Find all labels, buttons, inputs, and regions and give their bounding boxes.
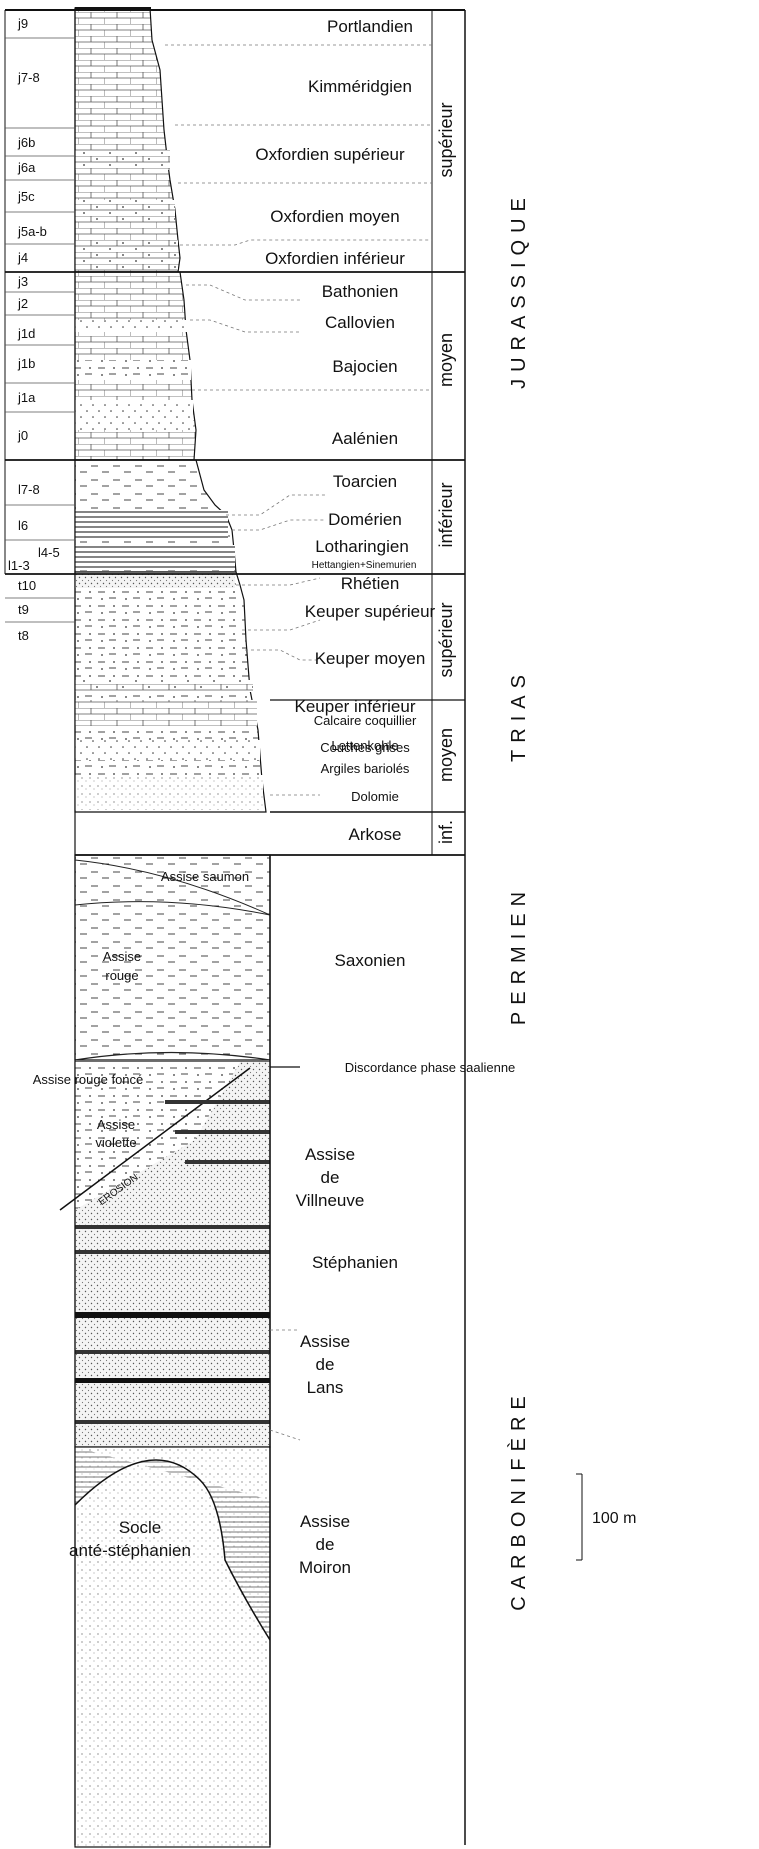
code-j5c: j5c <box>17 189 35 204</box>
label-carbonifere: CARBONIFÈRE <box>507 1389 530 1610</box>
label-oxfordien-inf: Oxfordien inférieur <box>265 249 405 268</box>
label-hettangien: Hettangien+Sinemurien <box>312 560 417 571</box>
stage-labels: Portlandien Kimméridgien Oxfordien supér… <box>255 17 515 1272</box>
rock-column-carbonifere <box>60 1062 270 1847</box>
rock-column-jurassic <box>75 8 196 460</box>
label-socle-2: anté-stéphanien <box>69 1541 191 1560</box>
code-j0: j0 <box>17 428 28 443</box>
label-jurassique-superieur: supérieur <box>436 102 456 177</box>
label-couches-grises: Couches grises <box>320 740 410 755</box>
label-assise-rouge-fonce: Assise rouge foncé <box>33 1072 144 1087</box>
label-domerien: Domérien <box>328 510 402 529</box>
label-oxfordien-moy: Oxfordien moyen <box>270 207 399 226</box>
label-villneuve-1: Assise <box>305 1145 355 1164</box>
code-j6b: j6b <box>17 135 35 150</box>
scale-label: 100 m <box>592 1510 636 1527</box>
rock-column-trias <box>75 572 266 812</box>
code-t8: t8 <box>18 628 29 643</box>
label-saxonien: Saxonien <box>335 951 406 970</box>
code-j3: j3 <box>17 274 28 289</box>
label-bathonien: Bathonien <box>322 282 399 301</box>
label-dolomie: Dolomie <box>351 789 399 804</box>
label-lans-1: Assise <box>300 1332 350 1351</box>
code-j2: j2 <box>17 296 28 311</box>
code-j9: j9 <box>17 16 28 31</box>
label-discordance: Discordance phase saalienne <box>345 1060 516 1075</box>
label-callovien: Callovien <box>325 313 395 332</box>
code-j5a-b: j5a-b <box>17 224 47 239</box>
label-bajocien: Bajocien <box>332 357 397 376</box>
label-argiles: Argiles bariolés <box>321 761 410 776</box>
label-assise-rouge-2: rouge <box>105 968 138 983</box>
code-l1-3: l1-3 <box>8 558 30 573</box>
label-oxfordien-sup: Oxfordien supérieur <box>255 145 405 164</box>
label-villneuve-3: Villneuve <box>296 1191 365 1210</box>
label-rhetien: Rhétien <box>341 574 400 593</box>
label-trias-superieur: supérieur <box>436 602 456 677</box>
label-lotharingien: Lotharingien <box>315 537 409 556</box>
code-t9: t9 <box>18 602 29 617</box>
subdivision-labels: supérieur moyen inférieur supérieur moye… <box>436 102 456 844</box>
code-l6: l6 <box>18 518 28 533</box>
label-trias-moyen: moyen <box>436 728 456 782</box>
label-trias-inf: inf. <box>436 820 456 844</box>
label-moiron-3: Moiron <box>299 1558 351 1577</box>
label-assise-violette-2: violette <box>95 1135 136 1150</box>
code-j1a: j1a <box>17 390 36 405</box>
label-jurassique-moyen: moyen <box>436 333 456 387</box>
label-moiron-2: de <box>316 1535 335 1554</box>
label-toarcien: Toarcien <box>333 472 397 491</box>
code-l4-5: l4-5 <box>38 545 60 560</box>
label-moiron-1: Assise <box>300 1512 350 1531</box>
label-lans-2: de <box>316 1355 335 1374</box>
label-keuper-sup: Keuper supérieur <box>305 602 436 621</box>
label-calcaire: Calcaire coquillier <box>314 713 417 728</box>
label-kimmeridgien: Kimméridgien <box>308 77 412 96</box>
label-assise-violette-1: Assise <box>97 1117 135 1132</box>
label-aalenien: Aalénien <box>332 429 398 448</box>
label-jurassique: JURASSIQUE <box>508 191 530 389</box>
code-j6a: j6a <box>17 160 36 175</box>
code-l7-8: l7-8 <box>18 482 40 497</box>
label-jurassique-inferieur: inférieur <box>436 482 456 547</box>
scale-bar: 100 m <box>576 1474 636 1560</box>
label-assise-saumon: Assise saumon <box>161 869 249 884</box>
code-j1b: j1b <box>17 356 35 371</box>
label-assise-rouge-1: Assise <box>103 949 141 964</box>
label-keuper-moy: Keuper moyen <box>315 649 426 668</box>
rock-column-lias <box>75 460 236 572</box>
label-stephanien: Stéphanien <box>312 1253 398 1272</box>
label-trias: TRIAS <box>508 668 530 762</box>
code-j1d: j1d <box>17 326 35 341</box>
code-j7-8: j7-8 <box>17 70 40 85</box>
formation-codes: j9 j7-8 j6b j6a j5c j5a-b j4 j3 j2 j1d j… <box>8 16 60 643</box>
label-lans-3: Lans <box>307 1378 344 1397</box>
system-labels: JURASSIQUE TRIAS PERMIEN CARBONIFÈRE <box>507 191 530 1611</box>
label-villneuve-2: de <box>321 1168 340 1187</box>
label-arkose: Arkose <box>349 825 402 844</box>
label-portlandien: Portlandien <box>327 17 413 36</box>
code-t10: t10 <box>18 578 36 593</box>
label-permien: PERMIEN <box>508 885 530 1025</box>
label-socle-1: Socle <box>119 1518 162 1537</box>
code-separators <box>5 38 75 622</box>
code-j4: j4 <box>17 250 28 265</box>
